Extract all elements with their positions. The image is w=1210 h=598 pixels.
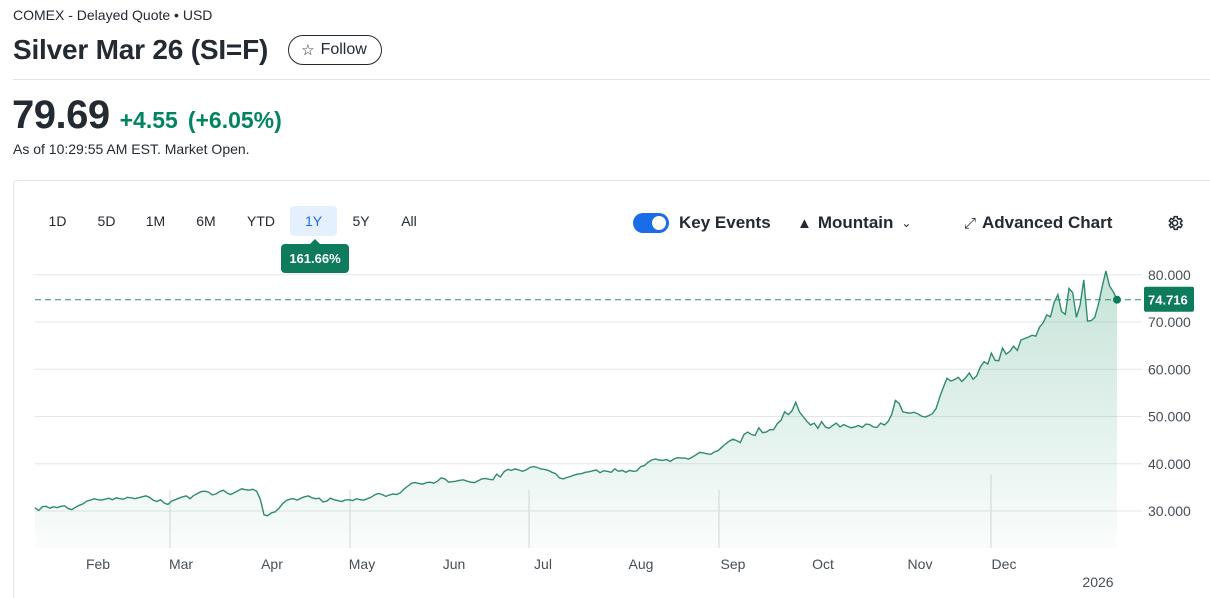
range-6m[interactable]: 6M: [196, 213, 216, 229]
x-tick-label: Dec: [992, 556, 1017, 572]
title-row: Silver Mar 26 (SI=F) ☆ Follow: [13, 34, 382, 66]
x-tick-label: Feb: [86, 556, 110, 572]
y-tick-label: 40.000: [1148, 456, 1191, 472]
range-5y[interactable]: 5Y: [352, 213, 370, 229]
chart-card: [13, 180, 1210, 598]
previous-close-badge: [1144, 286, 1194, 312]
last-price-dot: [1113, 295, 1121, 304]
x-tick-label: Jul: [534, 556, 552, 572]
price-row: 79.69 +4.55 (+6.05%): [12, 93, 282, 138]
price-change-percent: (+6.05%): [187, 107, 282, 133]
previous-close-value: 74.716: [1148, 293, 1188, 308]
y-tick-label: 80.000: [1148, 267, 1191, 283]
x-tick-label: Nov: [908, 556, 933, 572]
x-tick-label: Oct: [812, 556, 834, 572]
y-tick-label: 30.000: [1148, 503, 1191, 519]
quote-timestamp: As of 10:29:55 AM EST. Market Open.: [13, 141, 250, 157]
x-tick-label: Sep: [721, 556, 746, 572]
x-tick-label: Apr: [261, 556, 283, 572]
y-tick-label: 70.000: [1148, 314, 1191, 330]
star-icon: ☆: [301, 41, 315, 59]
chevron-down-icon: ⌄: [901, 216, 912, 230]
price-line: [34, 270, 1118, 517]
y-tick-label: 60.000: [1148, 361, 1191, 377]
follow-label: Follow: [320, 41, 367, 58]
exchange-info: COMEX - Delayed Quote • USD: [13, 7, 213, 23]
follow-button[interactable]: ☆ Follow: [288, 35, 382, 65]
price-area: [35, 271, 1117, 548]
time-range-selector: 1D 5D 1M 6M YTD 1Y 5Y All: [33, 206, 433, 236]
gear-icon: [1168, 215, 1184, 231]
current-price: 79.69: [12, 93, 110, 137]
y-tick-label: 50.000: [1148, 409, 1191, 425]
settings-button[interactable]: [1166, 211, 1184, 235]
year-label: 2026: [1082, 574, 1113, 590]
advanced-chart-button[interactable]: ⤢ Advanced Chart: [964, 211, 1112, 235]
chart-type-label: Mountain: [817, 213, 894, 232]
toggle-switch[interactable]: [633, 213, 669, 233]
range-1y[interactable]: 1Y: [290, 206, 337, 236]
key-events-toggle[interactable]: Key Events: [633, 211, 771, 235]
range-ytd[interactable]: YTD: [247, 213, 275, 229]
range-5d[interactable]: 5D: [97, 213, 116, 229]
range-1d[interactable]: 1D: [48, 213, 67, 229]
mountain-icon: ▲: [797, 214, 812, 232]
range-all[interactable]: All: [401, 213, 417, 229]
range-1m[interactable]: 1M: [145, 213, 166, 229]
price-change: +4.55: [119, 107, 178, 133]
chart-type-dropdown[interactable]: ▲ Mountain ⌄: [797, 211, 911, 235]
advanced-chart-label: Advanced Chart: [982, 213, 1113, 232]
period-change-badge: 161.66%: [281, 239, 349, 273]
expand-arrow-icon: ⤢: [964, 214, 977, 232]
x-tick-label: Jun: [443, 556, 466, 572]
page-title: Silver Mar 26 (SI=F): [13, 34, 269, 65]
x-tick-label: Mar: [169, 556, 193, 572]
x-tick-label: Aug: [629, 556, 654, 572]
header-divider: [13, 79, 1210, 80]
key-events-label: Key Events: [679, 213, 771, 232]
x-tick-label: May: [349, 556, 375, 572]
